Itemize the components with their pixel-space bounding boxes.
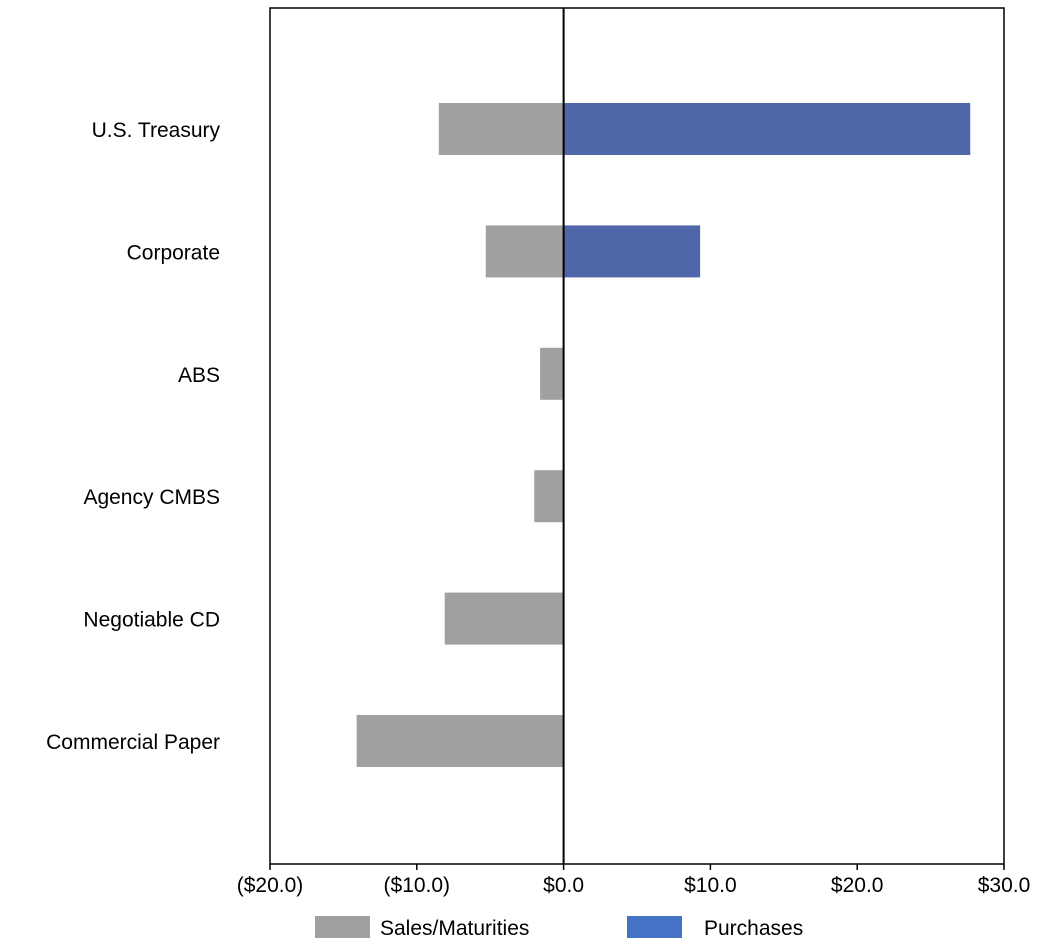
category-label-abs: ABS <box>178 364 220 387</box>
bar-sales-maturities-u-s-treasury <box>438 103 564 155</box>
x-tick-label: $30.0 <box>978 874 1031 897</box>
x-tick-label: $20.0 <box>831 874 884 897</box>
legend-label-sales-maturities: Sales/Maturities <box>380 917 529 940</box>
bars-layer <box>356 103 971 767</box>
bar-sales-maturities-agency-cmbs <box>534 470 564 523</box>
bar-sales-maturities-abs <box>540 347 564 400</box>
category-label-negotiable-cd: Negotiable CD <box>83 609 220 632</box>
x-axis: ($20.0) ($10.0) $0.0 $10.0 $20.0 $30.0 <box>237 864 1031 897</box>
legend-label-purchases: Purchases <box>704 917 803 940</box>
category-label-u-s-treasury: U.S. Treasury <box>92 119 221 142</box>
x-tick-label: $0.0 <box>543 874 584 897</box>
category-labels: U.S. Treasury Corporate ABS Agency CMBS Nego… <box>46 119 220 754</box>
category-label-agency-cmbs: Agency CMBS <box>83 486 220 509</box>
bar-purchases-corporate <box>563 225 701 278</box>
x-tick-label: ($20.0) <box>237 874 304 897</box>
legend: Sales/Maturities Purchases <box>315 916 803 940</box>
bar-sales-maturities-commercial-paper <box>356 715 564 767</box>
legend-swatch-purchases <box>627 916 682 938</box>
legend-swatch-sales-maturities <box>315 916 370 938</box>
bar-sales-maturities-negotiable-cd <box>444 592 564 645</box>
bar-purchases-u-s-treasury <box>563 103 971 155</box>
category-label-commercial-paper: Commercial Paper <box>46 731 220 754</box>
category-label-corporate: Corporate <box>127 241 220 264</box>
x-tick-label: $10.0 <box>684 874 737 897</box>
bar-sales-maturities-corporate <box>485 225 564 278</box>
x-tick-label: ($10.0) <box>384 874 451 897</box>
